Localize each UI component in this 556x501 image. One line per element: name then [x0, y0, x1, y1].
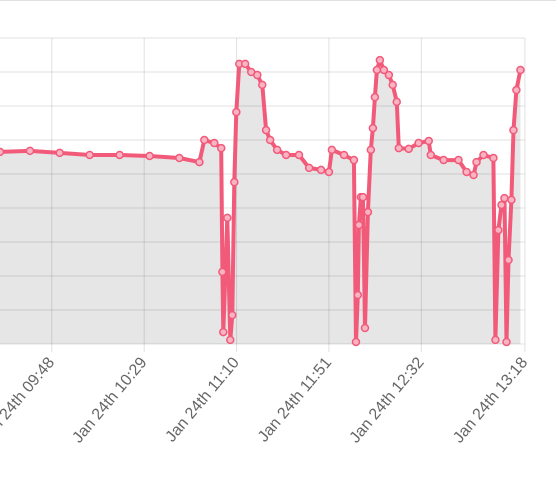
point: [316, 165, 326, 175]
point: [258, 80, 267, 90]
point: [388, 80, 397, 90]
point: [375, 55, 385, 65]
point: [25, 146, 35, 156]
point: [509, 125, 518, 135]
point: [469, 170, 478, 180]
point: [223, 213, 232, 223]
point: [500, 193, 509, 203]
point: [294, 150, 304, 160]
point: [261, 125, 271, 135]
point: [472, 157, 481, 167]
point: [175, 153, 184, 163]
point: [281, 150, 291, 160]
point: [115, 150, 124, 160]
point: [479, 150, 488, 160]
point: [226, 335, 235, 345]
point: [454, 155, 463, 165]
point: [504, 255, 513, 265]
point: [379, 65, 389, 75]
point: [230, 177, 239, 187]
point: [358, 192, 368, 202]
point: [491, 335, 500, 345]
point: [516, 65, 525, 75]
point: [216, 143, 226, 153]
point: [368, 123, 378, 133]
point: [507, 195, 516, 205]
point: [195, 157, 204, 167]
point: [370, 92, 380, 102]
point: [497, 200, 506, 210]
point: [394, 143, 404, 153]
point: [219, 327, 228, 337]
point: [384, 70, 394, 80]
point: [512, 85, 521, 95]
point: [414, 138, 423, 148]
x-tick-label: Jan 24th 11:51: [255, 354, 335, 445]
point: [363, 207, 373, 217]
x-tick-label: Jan 24th 12:32: [347, 354, 428, 446]
point: [210, 138, 219, 148]
point: [327, 145, 337, 155]
point: [253, 70, 262, 80]
point: [240, 59, 250, 69]
x-tick-label: Jan 24th 13:18: [450, 354, 531, 446]
point: [232, 107, 241, 117]
point: [228, 310, 237, 320]
point: [272, 145, 282, 155]
point: [304, 163, 314, 173]
point: [392, 97, 402, 107]
point: [351, 337, 361, 347]
x-tick-label: Jan 24th 10:29: [69, 354, 150, 446]
point: [353, 290, 363, 300]
point: [145, 151, 154, 161]
point: [85, 150, 94, 160]
point: [462, 167, 471, 177]
point: [494, 225, 503, 235]
point: [339, 150, 349, 160]
point: [439, 155, 448, 165]
area: [0, 60, 521, 344]
point: [372, 65, 382, 75]
point: [502, 337, 511, 347]
point: [424, 136, 433, 146]
point: [324, 167, 334, 177]
point: [404, 144, 413, 154]
point: [366, 145, 376, 155]
point: [354, 220, 364, 230]
point: [349, 155, 359, 165]
point: [360, 323, 370, 333]
point: [265, 135, 275, 145]
x-tick-label: Jan 24th 11:10: [163, 354, 243, 445]
point: [218, 267, 227, 277]
x-tick-label: Jan 24th 09:48: [0, 354, 58, 446]
point: [55, 148, 64, 158]
point: [0, 147, 5, 157]
point: [489, 153, 498, 163]
point: [200, 135, 209, 145]
point: [426, 150, 436, 160]
